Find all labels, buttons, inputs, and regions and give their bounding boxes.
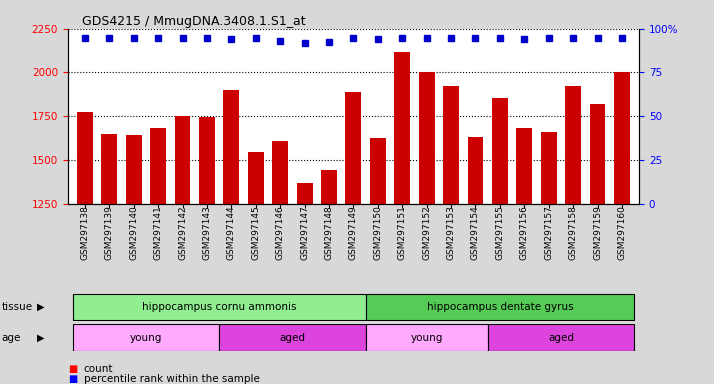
Text: GSM297155: GSM297155 [496, 205, 504, 260]
Bar [418, 73, 435, 204]
Text: percentile rank within the sample: percentile rank within the sample [84, 374, 259, 384]
Text: young: young [130, 333, 162, 343]
Text: GSM297146: GSM297146 [276, 205, 285, 260]
Bar [101, 134, 117, 204]
Text: GSM297142: GSM297142 [178, 205, 187, 260]
Bar [126, 134, 141, 204]
Text: GSM297160: GSM297160 [618, 205, 626, 260]
Bar [297, 182, 313, 204]
FancyBboxPatch shape [219, 324, 366, 351]
Text: GSM297148: GSM297148 [325, 205, 333, 260]
Text: GSM297158: GSM297158 [568, 205, 578, 260]
Bar [321, 170, 337, 204]
Text: GSM297153: GSM297153 [446, 205, 456, 260]
Text: GSM297150: GSM297150 [373, 205, 382, 260]
Text: GSM297143: GSM297143 [203, 205, 211, 260]
Text: GSM297157: GSM297157 [544, 205, 553, 260]
Text: GSM297147: GSM297147 [300, 205, 309, 260]
Text: ▶: ▶ [37, 333, 45, 343]
Bar [492, 98, 508, 204]
Text: GDS4215 / MmugDNA.3408.1.S1_at: GDS4215 / MmugDNA.3408.1.S1_at [82, 15, 306, 28]
Bar [468, 137, 483, 204]
Bar [443, 86, 459, 204]
Bar [614, 71, 630, 204]
Bar [223, 90, 239, 204]
Bar [175, 116, 191, 204]
Bar [516, 128, 532, 204]
Text: tissue: tissue [1, 302, 33, 312]
Text: GSM297141: GSM297141 [154, 205, 163, 260]
Text: aged: aged [279, 333, 306, 343]
Bar [150, 128, 166, 204]
Bar [272, 141, 288, 204]
Text: ■: ■ [68, 374, 77, 384]
Text: young: young [411, 333, 443, 343]
Text: GSM297138: GSM297138 [81, 205, 89, 260]
Text: aged: aged [548, 333, 574, 343]
Text: age: age [1, 333, 21, 343]
Text: GSM297139: GSM297139 [105, 205, 114, 260]
FancyBboxPatch shape [73, 293, 366, 320]
Text: hippocampus dentate gyrus: hippocampus dentate gyrus [426, 302, 573, 312]
FancyBboxPatch shape [73, 324, 219, 351]
Text: GSM297152: GSM297152 [422, 205, 431, 260]
Bar [565, 86, 581, 204]
Text: GSM297140: GSM297140 [129, 205, 139, 260]
Text: GSM297154: GSM297154 [471, 205, 480, 260]
FancyBboxPatch shape [366, 293, 634, 320]
Text: hippocampus cornu ammonis: hippocampus cornu ammonis [142, 302, 296, 312]
Text: ▶: ▶ [37, 302, 45, 312]
Text: GSM297145: GSM297145 [251, 205, 261, 260]
Text: GSM297156: GSM297156 [520, 205, 529, 260]
FancyBboxPatch shape [366, 324, 488, 351]
Bar [394, 52, 410, 204]
FancyBboxPatch shape [488, 324, 634, 351]
Bar [248, 152, 263, 204]
Text: GSM297159: GSM297159 [593, 205, 602, 260]
Bar [540, 132, 557, 204]
Text: ■: ■ [68, 364, 77, 374]
Bar [590, 104, 605, 204]
Text: count: count [84, 364, 113, 374]
Bar [77, 112, 93, 204]
Bar [370, 138, 386, 204]
Text: GSM297151: GSM297151 [398, 205, 407, 260]
Bar [346, 92, 361, 204]
Bar [199, 117, 215, 204]
Text: GSM297149: GSM297149 [349, 205, 358, 260]
Text: GSM297144: GSM297144 [227, 205, 236, 260]
